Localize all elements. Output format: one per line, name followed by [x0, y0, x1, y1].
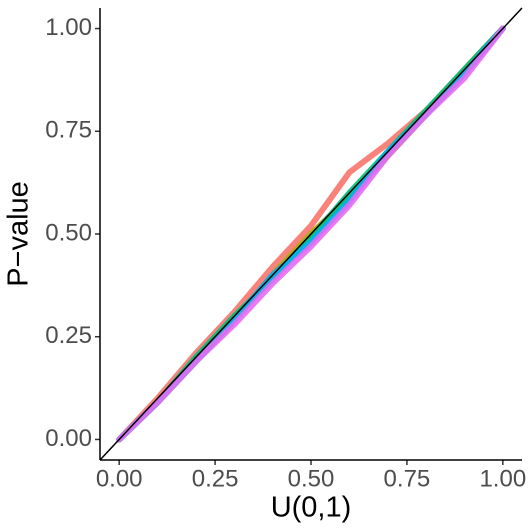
x-tick-label: 0.75: [384, 465, 431, 492]
x-tick-label: 1.00: [479, 465, 526, 492]
x-tick-label: 0.25: [192, 465, 239, 492]
y-tick-label: 0.75: [45, 117, 92, 144]
y-tick-label: 0.00: [45, 425, 92, 452]
y-tick-label: 0.25: [45, 322, 92, 349]
y-axis-title: P−value: [3, 181, 35, 287]
x-tick-label: 0.50: [288, 465, 335, 492]
x-axis-title: U(0,1): [271, 492, 352, 524]
reference-line: [99, 7, 523, 461]
y-tick-label: 0.50: [45, 219, 92, 246]
series-line: [116, 25, 506, 443]
x-tick-label: 0.00: [96, 465, 143, 492]
y-tick-label: 1.00: [45, 14, 92, 41]
